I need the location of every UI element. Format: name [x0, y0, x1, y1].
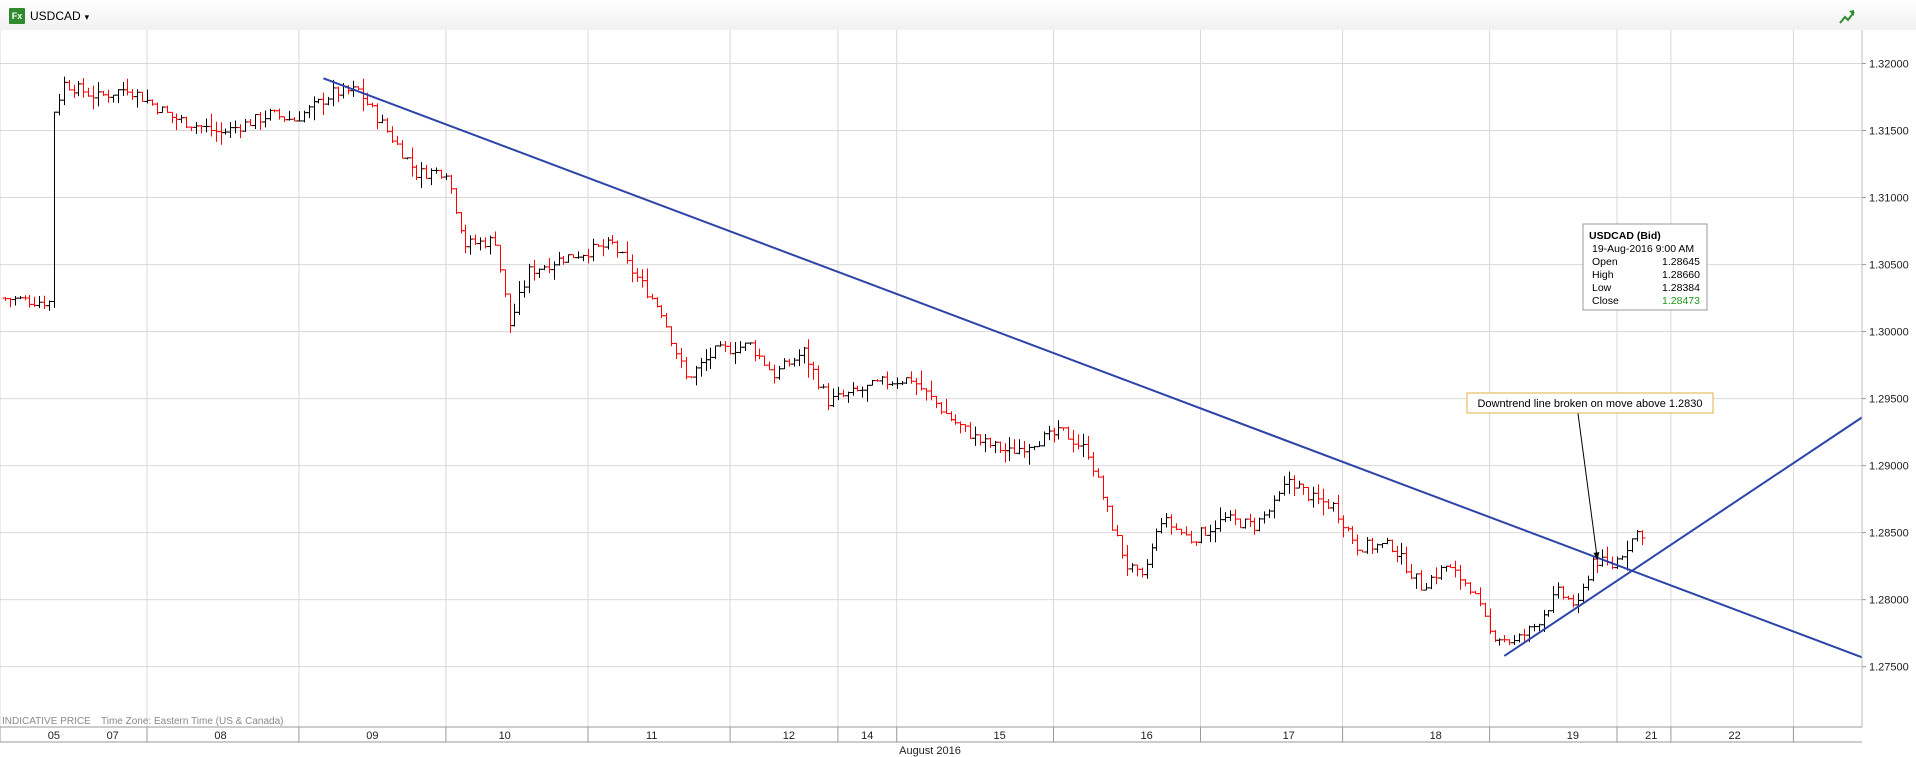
downtrend-trendline: [323, 77, 1863, 659]
annotation-text: Downtrend line broken on move above 1.28…: [1477, 398, 1702, 410]
x-tick-label: 05: [48, 730, 60, 742]
tooltip-datetime: 19-Aug-2016 9:00 AM: [1592, 243, 1694, 255]
y-tick-label: 1.28000: [1869, 595, 1909, 607]
annotation-arrow: [1577, 411, 1600, 560]
y-tick-label: 1.29500: [1869, 394, 1909, 406]
annotation-arrow-head: [1593, 552, 1600, 560]
chevron-down-icon: ▾: [84, 12, 90, 22]
grid-lines: [0, 30, 1862, 727]
symbol-selector[interactable]: USDCAD ▾: [30, 8, 89, 24]
tooltip-close-label: Close: [1592, 295, 1619, 307]
fx-icon: Fx: [9, 8, 25, 24]
x-tick-label: 19: [1567, 730, 1579, 742]
x-tick-label: 09: [366, 730, 378, 742]
tooltip-open-value: 1.28645: [1662, 256, 1700, 268]
annotation-callout: Downtrend line broken on move above 1.28…: [1466, 392, 1714, 414]
y-tick-label: 1.32000: [1869, 59, 1909, 71]
month-label: August 2016: [899, 745, 961, 757]
x-tick-label: 10: [499, 730, 511, 742]
x-tick-label: 08: [214, 730, 226, 742]
tooltip-low-value: 1.28384: [1662, 282, 1700, 294]
y-tick-label: 1.28500: [1869, 528, 1909, 540]
trend-arrow-icon[interactable]: [1838, 8, 1856, 26]
y-tick-label: 1.27500: [1869, 662, 1909, 674]
y-axis: 1.32000 1.31500 1.31000 1.30500 1.30000 1.295…: [1862, 59, 1909, 674]
x-axis: 05 07 08 09 10 11 12 14 15 16 17 18 19 21 22: [0, 727, 1794, 742]
ohlc-tooltip: USDCAD (Bid) 19-Aug-2016 9:00 AM Open 1.…: [1582, 223, 1708, 311]
chart-toolbar: Fx USDCAD ▾: [0, 0, 1916, 30]
x-tick-label: 21: [1645, 730, 1657, 742]
tooltip-high-label: High: [1592, 269, 1614, 281]
tooltip-open-label: Open: [1592, 256, 1618, 268]
indicative-price-label: INDICATIVE PRICE: [2, 716, 91, 727]
uptrend-trendline: [1503, 416, 1863, 657]
x-tick-label: 16: [1140, 730, 1152, 742]
x-tick-label: 22: [1728, 730, 1740, 742]
tooltip-title: USDCAD (Bid): [1589, 230, 1661, 242]
y-tick-label: 1.30000: [1869, 327, 1909, 339]
y-tick-label: 1.29000: [1869, 461, 1909, 473]
y-tick-label: 1.31000: [1869, 193, 1909, 205]
x-tick-label: 14: [861, 730, 873, 742]
tooltip-low-label: Low: [1592, 282, 1612, 294]
tooltip-close-value: 1.28473: [1662, 295, 1700, 307]
annotation-arrow-line: [1577, 411, 1598, 560]
tooltip-high-value: 1.28660: [1662, 269, 1700, 281]
plot-area: [0, 30, 1862, 727]
x-tick-label: 07: [107, 730, 119, 742]
tooltip-box: [1582, 223, 1708, 311]
x-tick-label: 15: [993, 730, 1005, 742]
x-tick-label: 18: [1430, 730, 1442, 742]
ohlc-bar: [1639, 530, 1646, 546]
y-tick-label: 1.30500: [1869, 260, 1909, 272]
x-tick-label: 17: [1283, 730, 1295, 742]
x-tick-label: 11: [646, 730, 657, 742]
x-tick-label: 12: [783, 730, 795, 742]
y-tick-label: 1.31500: [1869, 126, 1909, 138]
ohlc-bars: [2, 76, 1646, 646]
annotation-box: [1466, 392, 1714, 414]
trend-lines: [323, 77, 1863, 659]
symbol-label: USDCAD: [30, 9, 81, 23]
timezone-label: Time Zone: Eastern Time (US & Canada): [101, 716, 283, 727]
